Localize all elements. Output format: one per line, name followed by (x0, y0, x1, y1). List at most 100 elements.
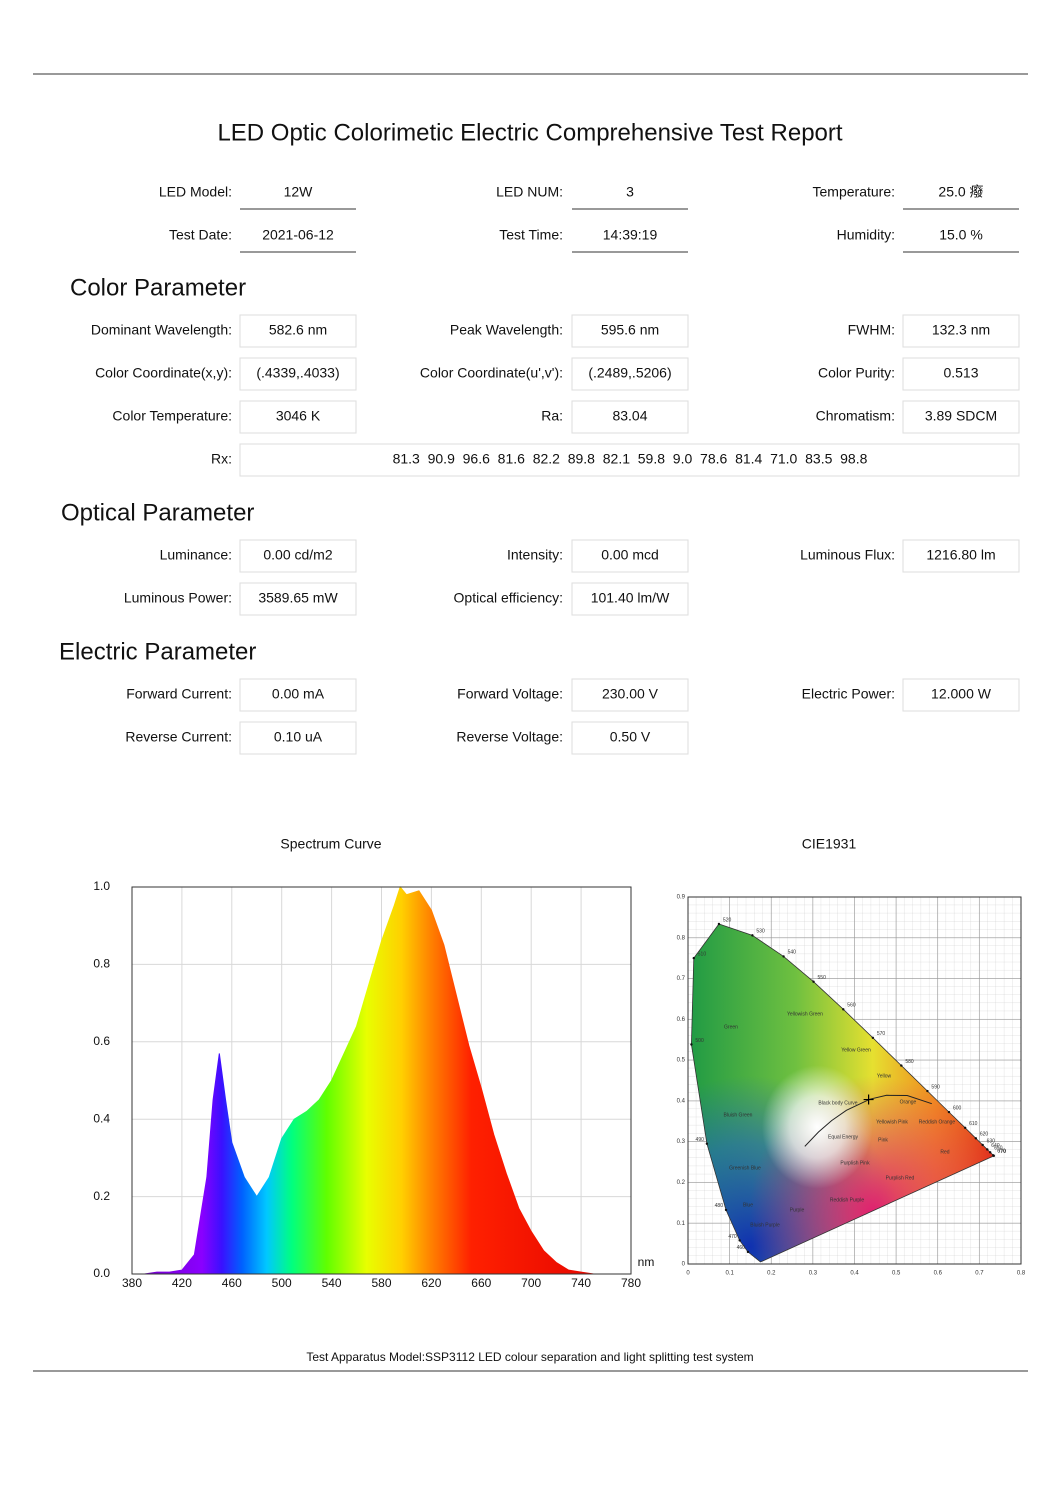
y-tick-label: 0.5 (677, 1058, 686, 1064)
locus-dot (751, 934, 754, 937)
field-label: Dominant Wavelength: (91, 322, 232, 338)
field-box (571, 357, 689, 391)
field-value: 101.40 lm/W (591, 590, 670, 606)
x-tick-label: 780 (621, 1276, 641, 1290)
field-value: 3046 K (276, 408, 321, 424)
plot-frame (687, 896, 1022, 1265)
field-box (902, 314, 1020, 348)
field-value: 582.6 nm (269, 322, 327, 338)
region-label: Pink (878, 1137, 888, 1143)
plot-frame (131, 886, 632, 1275)
region-label: Greenish Blue (729, 1165, 761, 1171)
locus-dot (690, 1043, 693, 1046)
field-label: Luminous Power: (124, 590, 232, 606)
region-label: Purple (790, 1207, 805, 1213)
region-label: Purplish Red (886, 1175, 915, 1181)
field-label: Test Date: (169, 227, 232, 243)
locus-label: 550 (818, 975, 827, 981)
field-value: 3589.65 mW (258, 590, 338, 606)
x-tick-label: 0 (686, 1271, 690, 1277)
field-label: Electric Power: (802, 686, 895, 702)
locus-label: 600 (953, 1105, 962, 1111)
y-tick-label: 0.3 (677, 1139, 686, 1145)
locus-label: 510 (698, 951, 707, 957)
x-tick-label: 0.4 (850, 1271, 859, 1277)
locus-dot (692, 956, 695, 960)
region-label: Green (724, 1024, 738, 1030)
region-label: Bluish Green (724, 1112, 753, 1118)
field-value: 25.0 癈 (938, 184, 983, 200)
field-box (239, 357, 357, 391)
field-box (571, 721, 689, 755)
region-label: Yellowish Pink (876, 1119, 908, 1125)
field-value: 12.000 W (931, 686, 992, 702)
field-value: 0.10 uA (274, 729, 323, 745)
x-tick-label: 500 (272, 1276, 292, 1290)
field-label: Luminous Flux: (800, 547, 895, 563)
y-tick-label: 0.4 (93, 1111, 110, 1125)
region-label: Red (940, 1149, 949, 1155)
y-tick-label: 0.8 (677, 935, 686, 941)
x-tick-label: 0.7 (975, 1271, 984, 1277)
locus-label: 470 (728, 1234, 737, 1240)
region-label: Yellow Green (841, 1047, 871, 1053)
x-tick-label: 0.5 (892, 1271, 901, 1277)
field-label: Color Temperature: (112, 408, 232, 424)
y-tick-label: 0.2 (93, 1189, 110, 1203)
field-value: 0.50 V (610, 729, 651, 745)
locus-dot (981, 1143, 984, 1147)
region-label: Reddish Orange (919, 1119, 956, 1125)
locus-dot (900, 1064, 903, 1067)
locus-label: 460 (737, 1245, 746, 1251)
locus-dot (746, 1250, 750, 1254)
section-title: Electric Parameter (59, 638, 256, 665)
field-label: Reverse Voltage: (456, 729, 563, 745)
x-tick-label: 420 (172, 1276, 192, 1290)
region-label: Purplish Pink (840, 1160, 870, 1166)
field-label: Humidity: (837, 227, 895, 243)
locus-label: 580 (905, 1059, 914, 1065)
locus-dot (812, 980, 815, 983)
y-tick-label: 0.6 (93, 1034, 110, 1048)
field-box (239, 314, 357, 348)
region-label: Yellow (877, 1073, 892, 1079)
field-label: Reverse Current: (125, 729, 232, 745)
locus-label: 610 (969, 1121, 978, 1127)
locus-dot (705, 1142, 709, 1145)
field-box (902, 539, 1020, 573)
y-tick-label: 1.0 (93, 879, 110, 893)
locus-label: 520 (723, 917, 732, 923)
field-label: Optical efficiency: (454, 590, 563, 606)
chart-title: CIE1931 (802, 836, 857, 852)
locus-label: 630 (987, 1138, 996, 1144)
region-label: Blue (743, 1202, 753, 1208)
y-tick-label: 0.8 (93, 957, 110, 971)
x-tick-label: 0.3 (809, 1271, 818, 1277)
field-box (239, 443, 1020, 477)
locus-label: 620 (980, 1132, 989, 1138)
field-label: Rx: (211, 451, 232, 467)
region-label: Black body Curve (818, 1100, 857, 1106)
y-tick-label: 0.0 (93, 1266, 110, 1280)
field-label: Chromatism: (816, 408, 895, 424)
x-tick-label: 660 (471, 1276, 491, 1290)
x-tick-label: 620 (421, 1276, 441, 1290)
locus-dot (974, 1137, 978, 1140)
field-value: 2021-06-12 (262, 227, 334, 243)
y-tick-label: 0.7 (677, 976, 686, 982)
field-label: Temperature: (813, 184, 895, 200)
field-value: 81.3 90.9 96.6 81.6 82.2 89.8 82.1 59.8 … (393, 451, 868, 467)
section-title: Color Parameter (70, 274, 246, 301)
region-label: Orange (900, 1099, 917, 1105)
field-box (571, 582, 689, 616)
x-tick-label: 0.8 (1017, 1271, 1026, 1277)
y-tick-label: 0.1 (677, 1221, 686, 1227)
measured-point (863, 1094, 874, 1105)
field-value: 1216.80 lm (926, 547, 995, 563)
field-label: Color Purity: (818, 365, 895, 381)
region-label: Equal Energy (828, 1134, 859, 1140)
locus-label: 480 (715, 1203, 724, 1209)
field-label: Forward Voltage: (457, 686, 563, 702)
